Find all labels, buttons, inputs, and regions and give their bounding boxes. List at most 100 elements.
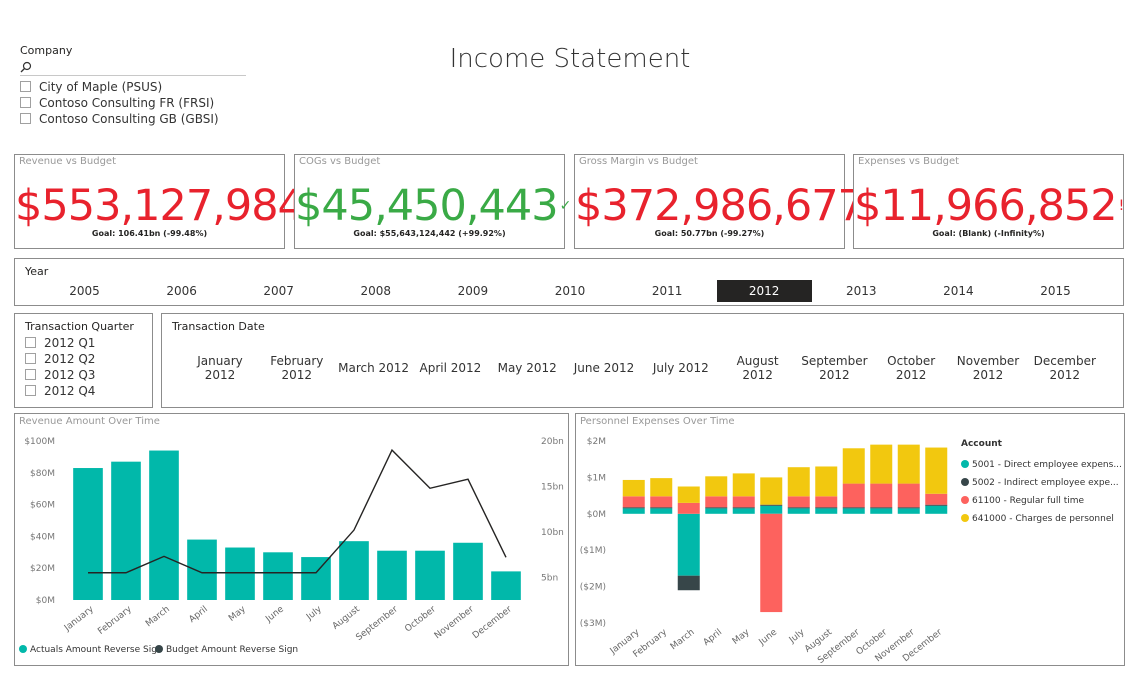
personnel-bar-segment[interactable]: [705, 507, 728, 509]
budget-line[interactable]: [88, 448, 507, 574]
personnel-bar-segment[interactable]: [732, 507, 755, 509]
personnel-bar-segment[interactable]: [760, 477, 783, 505]
revenue-bar[interactable]: [339, 541, 369, 600]
legend-5002[interactable]: 5002 - Indirect employee expe...: [961, 478, 1119, 488]
personnel-bar-segment[interactable]: [787, 467, 810, 497]
personnel-bar-segment[interactable]: [677, 502, 700, 514]
personnel-bar-segment[interactable]: [650, 508, 673, 514]
year-button-2006[interactable]: 2006: [166, 284, 197, 298]
year-button-2009[interactable]: 2009: [457, 284, 489, 298]
year-button-2014[interactable]: 2014: [943, 284, 974, 298]
year-button-2013[interactable]: 2013: [846, 284, 877, 298]
personnel-bar-segment[interactable]: [787, 508, 810, 514]
revenue-bar[interactable]: [453, 542, 483, 600]
revenue-bar[interactable]: [187, 539, 217, 600]
personnel-bar-segment[interactable]: [622, 508, 645, 514]
date-button[interactable]: May 2012: [497, 361, 557, 375]
company-option-psus[interactable]: City of Maple (PSUS): [20, 80, 162, 96]
year-button-2012[interactable]: 2012: [716, 280, 812, 302]
company-search-box[interactable]: [20, 60, 246, 76]
personnel-bar-segment[interactable]: [925, 504, 948, 506]
date-button[interactable]: October 2012: [887, 354, 936, 382]
personnel-bar-segment[interactable]: [815, 466, 838, 497]
personnel-bar-segment[interactable]: [787, 496, 810, 508]
revenue-bar[interactable]: [415, 550, 445, 600]
company-option-gbsi[interactable]: Contoso Consulting GB (GBSI): [20, 112, 219, 128]
year-button-2011[interactable]: 2011: [651, 284, 683, 298]
personnel-bar-segment[interactable]: [705, 496, 728, 508]
personnel-bar-segment[interactable]: [842, 483, 865, 508]
date-button[interactable]: July 2012: [652, 361, 709, 375]
personnel-bar-segment[interactable]: [622, 496, 645, 508]
personnel-bar-segment[interactable]: [760, 505, 783, 514]
checkbox[interactable]: [25, 369, 36, 380]
personnel-bar-segment[interactable]: [677, 575, 700, 591]
personnel-bar-segment[interactable]: [622, 479, 645, 497]
year-button-2010[interactable]: 2010: [554, 284, 586, 298]
checkbox[interactable]: [20, 97, 31, 108]
personnel-bar-segment[interactable]: [815, 496, 838, 508]
legend-actuals[interactable]: Actuals Amount Reverse Sign: [19, 645, 163, 655]
personnel-bar-segment[interactable]: [815, 507, 838, 509]
personnel-bar-segment[interactable]: [897, 483, 920, 508]
personnel-bar-segment[interactable]: [897, 507, 920, 509]
date-button[interactable]: April 2012: [419, 361, 482, 375]
personnel-bar-segment[interactable]: [897, 444, 920, 484]
revenue-bar[interactable]: [301, 557, 331, 600]
checkbox[interactable]: [20, 81, 31, 92]
personnel-bar-segment[interactable]: [870, 483, 893, 508]
checkbox[interactable]: [20, 113, 31, 124]
date-button[interactable]: March 2012: [338, 361, 410, 375]
date-button[interactable]: September 2012: [801, 354, 868, 382]
legend-61100[interactable]: 61100 - Regular full time: [961, 496, 1084, 506]
revenue-bar[interactable]: [149, 450, 179, 600]
year-button-2007[interactable]: 2007: [263, 284, 294, 298]
year-button-2008[interactable]: 2008: [360, 284, 392, 298]
legend-641000[interactable]: 641000 - Charges de personnel: [961, 514, 1114, 524]
revenue-bar[interactable]: [377, 550, 407, 600]
personnel-bar-segment[interactable]: [677, 513, 700, 576]
personnel-bar-segment[interactable]: [925, 447, 948, 494]
personnel-bar-segment[interactable]: [760, 504, 783, 506]
kpi-gross-margin-vs-budget[interactable]: Gross Margin vs Budget $372,986,677! Goa…: [574, 154, 871, 249]
personnel-bar-segment[interactable]: [870, 508, 893, 514]
quarter-option-q2[interactable]: 2012 Q2: [25, 352, 95, 368]
checkbox[interactable]: [25, 385, 36, 396]
personnel-bar-segment[interactable]: [732, 473, 755, 497]
quarter-option-q3[interactable]: 2012 Q3: [25, 368, 95, 384]
kpi-revenue-vs-budget[interactable]: Revenue vs Budget $553,127,984! Goal: 10…: [14, 154, 311, 249]
year-button-2015[interactable]: 2015: [1040, 284, 1071, 298]
personnel-bar-segment[interactable]: [677, 486, 700, 503]
personnel-bar-segment[interactable]: [760, 513, 783, 613]
personnel-bar-segment[interactable]: [650, 496, 673, 508]
kpi-cogs-vs-budget[interactable]: COGs vs Budget $45,450,443 ✓ Goal: $55,64…: [294, 154, 571, 249]
date-button[interactable]: November 2012: [956, 354, 1020, 382]
revenue-bar[interactable]: [491, 571, 521, 600]
revenue-amount-over-time-chart[interactable]: $0M $20M $40M $60M $80M $100M 5bn 10bn 15bn 20bn J…: [15, 414, 568, 665]
date-button[interactable]: January 2012: [197, 354, 243, 382]
personnel-bar-segment[interactable]: [842, 507, 865, 509]
personnel-bar-segment[interactable]: [732, 496, 755, 508]
personnel-bar-segment[interactable]: [815, 508, 838, 514]
personnel-bar-segment[interactable]: [925, 505, 948, 514]
checkbox[interactable]: [25, 337, 36, 348]
legend-5001[interactable]: 5001 - Direct employee expens...: [961, 460, 1122, 470]
quarter-option-q1[interactable]: 2012 Q1: [25, 336, 95, 352]
quarter-option-q4[interactable]: 2012 Q4: [25, 384, 95, 400]
personnel-bar-segment[interactable]: [787, 507, 810, 509]
checkbox[interactable]: [25, 353, 36, 364]
personnel-bar-segment[interactable]: [650, 478, 673, 497]
personnel-bar-segment[interactable]: [925, 493, 948, 505]
personnel-bar-segment[interactable]: [870, 507, 893, 509]
year-button-2005[interactable]: 2005: [69, 284, 100, 298]
revenue-bar[interactable]: [73, 468, 103, 600]
personnel-bar-segment[interactable]: [650, 507, 673, 509]
revenue-bar[interactable]: [225, 547, 255, 600]
kpi-expenses-vs-budget[interactable]: Expenses vs Budget $11,966,852! Goal: (B…: [853, 154, 1124, 249]
revenue-bar[interactable]: [263, 552, 293, 600]
date-button[interactable]: August 2012: [736, 354, 779, 382]
personnel-bar-segment[interactable]: [732, 508, 755, 514]
personnel-bar-segment[interactable]: [622, 507, 645, 509]
personnel-bar-segment[interactable]: [897, 508, 920, 514]
personnel-bar-segment[interactable]: [705, 508, 728, 514]
